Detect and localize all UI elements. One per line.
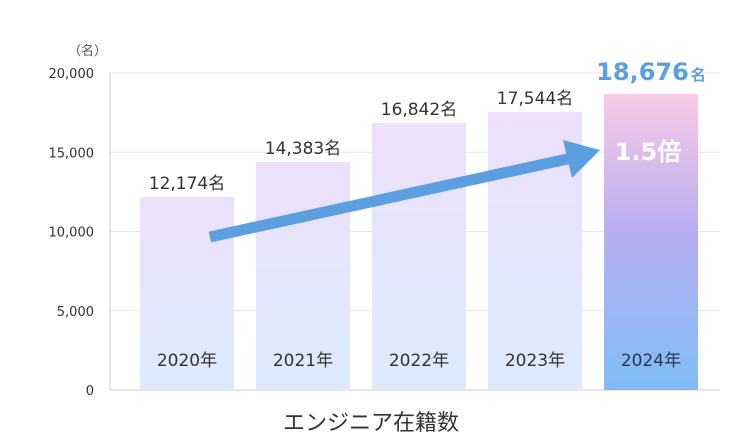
bars: [140, 93, 698, 391]
growth-arrow-shaft: [208, 152, 574, 243]
y-tick-label: 15,000: [49, 146, 95, 161]
growth-arrow: [208, 140, 600, 243]
value-label-highlight: 18,676 名: [596, 58, 706, 86]
value-labels: 12,174名 14,383名 16,842名 17,544名 18,676 名: [149, 58, 706, 194]
category-label: 2024年: [621, 351, 681, 371]
value-label: 17,544名: [497, 89, 573, 109]
category-label: 2021年: [273, 351, 333, 371]
value-label: 14,383名: [265, 139, 341, 159]
y-axis-unit-label: （名）: [68, 43, 107, 59]
y-tick-label: 20,000: [49, 67, 95, 82]
bar-highlight: [604, 93, 698, 390]
category-label: 2022年: [389, 351, 449, 371]
value-label-number: 18,676: [596, 58, 689, 86]
value-label: 12,174名: [149, 174, 225, 194]
bar: [256, 162, 350, 390]
category-labels: 2020年 2021年 2022年 2023年 2024年: [157, 351, 681, 371]
y-tick-labels: 0 5,000 10,000 15,000 20,000: [49, 67, 95, 399]
value-label: 16,842名: [381, 100, 457, 120]
growth-annotation: 1.5倍: [615, 138, 682, 166]
bar: [372, 123, 466, 391]
bar: [140, 197, 234, 390]
value-label-unit: 名: [691, 66, 706, 84]
x-axis-title: エンジニア在籍数: [283, 411, 459, 436]
growth-arrow-head: [563, 140, 600, 178]
category-label: 2020年: [157, 351, 217, 371]
y-tick-label: 10,000: [49, 226, 95, 241]
category-label: 2023年: [505, 351, 565, 371]
y-tick-label: 5,000: [57, 305, 94, 320]
y-tick-label: 0: [86, 384, 94, 399]
